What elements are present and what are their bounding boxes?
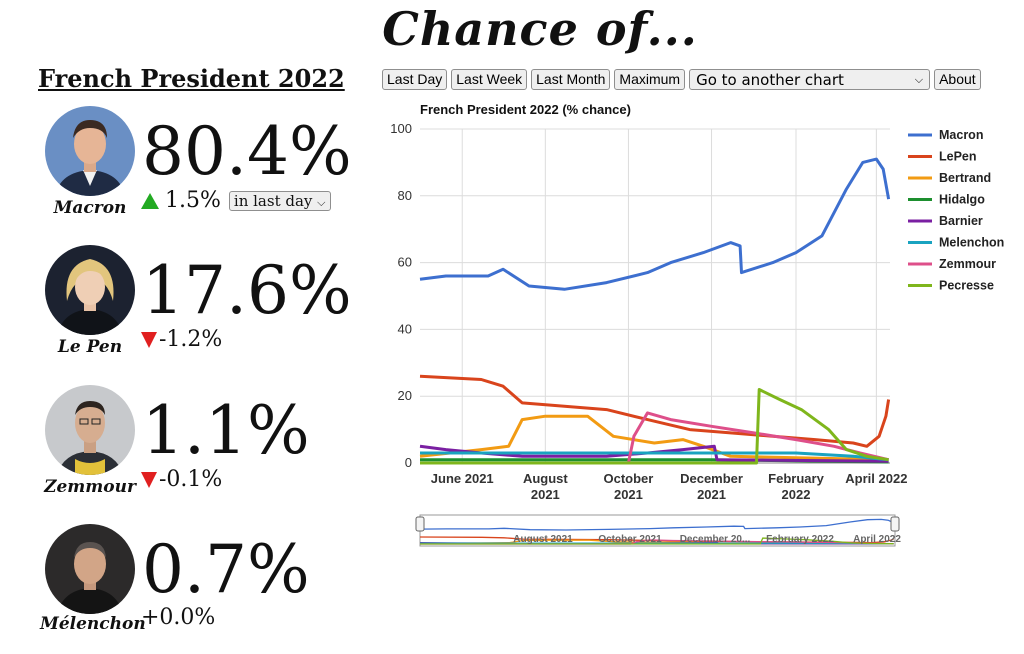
navigator-label: October 2021 [598, 534, 662, 545]
candidate-card-zemmour: Zemmour 1.1% -0.1% [0, 385, 380, 515]
toolbar: Last Day Last Week Last Month Maximum Go… [382, 69, 981, 90]
arrow-down-icon [141, 472, 157, 488]
navigator-handle [891, 517, 899, 531]
navigator-label: August 2021 [513, 534, 573, 545]
y-tick-label: 60 [398, 255, 412, 270]
legend-label: Macron [939, 128, 983, 142]
candidate-name: Zemmour [40, 477, 140, 497]
candidate-change: -1.2% [141, 329, 222, 351]
avatar-macron [45, 106, 135, 196]
candidate-name: Le Pen [40, 337, 140, 357]
navigator-label: April 2022 [853, 534, 901, 545]
chart-subtitle: French President 2022 [38, 64, 345, 93]
arrow-down-icon [141, 332, 157, 348]
legend-label: Barnier [939, 214, 983, 228]
legend-label: LePen [939, 150, 977, 164]
avatar-lepen [45, 245, 135, 335]
navigator-label: December 20... [680, 534, 751, 545]
y-tick-label: 0 [405, 455, 412, 470]
candidate-name: Macron [40, 198, 140, 218]
y-tick-label: 20 [398, 388, 412, 403]
last-day-button[interactable]: Last Day [382, 69, 447, 90]
chart-select-value: Go to another chart [696, 71, 844, 89]
last-month-button[interactable]: Last Month [531, 69, 610, 90]
navigator-handle [416, 517, 424, 531]
candidate-percent: 17.6% [142, 258, 352, 324]
candidate-percent: 1.1% [142, 398, 310, 464]
last-week-button[interactable]: Last Week [451, 69, 527, 90]
chevron-down-icon: ⌵ [317, 196, 325, 209]
candidate-percent: 80.4% [142, 119, 352, 185]
x-tick-label: June 2021 [431, 471, 494, 486]
series-line-macron [420, 159, 889, 289]
legend-label: Zemmour [939, 257, 996, 271]
legend-label: Bertrand [939, 171, 991, 185]
y-tick-label: 100 [390, 121, 412, 136]
chart-select[interactable]: Go to another chart ⌵ [689, 69, 930, 90]
y-tick-label: 40 [398, 321, 412, 336]
change-value: 1.5% [165, 190, 221, 212]
change-value: -0.1% [159, 469, 222, 491]
change-value: +0.0% [141, 607, 215, 629]
series-line-lepen [420, 376, 889, 446]
about-button[interactable]: About [934, 69, 981, 90]
legend-label: Pecresse [939, 279, 994, 293]
period-select[interactable]: in last day ⌵ [229, 191, 331, 211]
chevron-down-icon: ⌵ [915, 73, 923, 87]
y-tick-label: 80 [398, 188, 412, 203]
change-value: -1.2% [159, 329, 222, 351]
avatar-melenchon [45, 524, 135, 614]
arrow-up-icon [141, 193, 159, 209]
candidate-percent: 0.7% [142, 537, 310, 603]
candidate-card-melenchon: Mélenchon 0.7% +0.0% [0, 524, 380, 654]
maximum-button[interactable]: Maximum [614, 69, 685, 90]
avatar-zemmour [45, 385, 135, 475]
legend-label: Melenchon [939, 236, 1004, 250]
period-select-value: in last day [234, 192, 312, 210]
candidate-change: -0.1% [141, 469, 222, 491]
candidate-change: +0.0% [141, 607, 215, 629]
line-chart: French President 2022 (% chance) 0 20 40 60 8… [380, 96, 1020, 556]
candidate-change: 1.5% in last day ⌵ [141, 190, 331, 212]
candidate-name: Mélenchon [40, 614, 140, 634]
candidate-card-lepen: Le Pen 17.6% -1.2% [0, 245, 380, 375]
page-title: Chance of... [0, 2, 1024, 56]
x-tick-label: April 2022 [845, 471, 907, 486]
navigator-label: February 2022 [766, 534, 834, 545]
chart-title: French President 2022 (% chance) [420, 102, 631, 117]
legend-label: Hidalgo [939, 193, 985, 207]
candidate-card-macron: Macron 80.4% 1.5% in last day ⌵ [0, 106, 380, 236]
